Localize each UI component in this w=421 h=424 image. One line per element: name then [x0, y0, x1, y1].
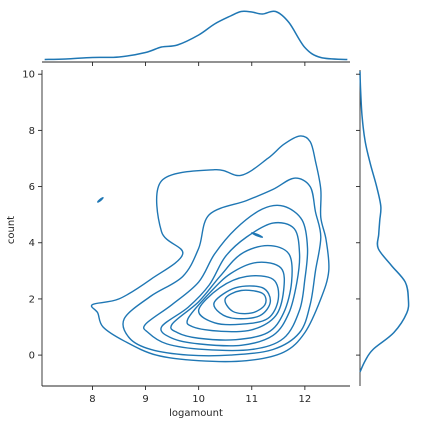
x-tick-label: 8: [89, 394, 95, 405]
x-axis-label: logamount: [169, 408, 223, 419]
x-marginal-density-curve: [44, 10, 348, 61]
x-tick-label: 9: [142, 394, 148, 405]
y-marginal-ticks: [356, 73, 360, 356]
y-marginal-density-curve: [359, 71, 410, 373]
kde-contour-8: [213, 285, 272, 320]
joint-plot-axes: 8 9 10 11 12 0 2 4 6 8 10 logamount count: [6, 70, 360, 419]
y-tick-label: 8: [29, 126, 35, 137]
x-tick-label: 10: [192, 394, 205, 405]
kde-contour-1: [90, 135, 330, 363]
y-axis-ticks: 0 2 4 6 8 10: [22, 70, 42, 362]
x-axis-ticks: 8 9 10 11 12: [89, 386, 311, 405]
kde-contour-10: [251, 232, 264, 238]
kde-contour-6: [186, 261, 286, 333]
kde-contour-4: [160, 221, 301, 347]
y-tick-label: 0: [29, 351, 35, 362]
kde-contour-3: [143, 204, 309, 352]
kde-contour-2: [122, 177, 322, 357]
y-tick-label: 4: [29, 238, 35, 249]
kde-contour-9: [224, 289, 267, 315]
x-tick-label: 12: [298, 394, 311, 405]
x-marginal-density-plot: [42, 10, 350, 66]
y-tick-label: 10: [22, 70, 35, 81]
y-tick-label: 2: [29, 294, 35, 305]
x-tick-label: 11: [245, 394, 258, 405]
kde-contour-11: [97, 197, 104, 203]
kde-contour-7: [197, 275, 280, 326]
y-axis-label: count: [6, 216, 17, 244]
kde-contour-lines: [90, 135, 330, 363]
kde-contour-5: [170, 244, 293, 341]
y-marginal-density-plot: [359, 70, 410, 386]
y-tick-label: 6: [29, 182, 35, 193]
